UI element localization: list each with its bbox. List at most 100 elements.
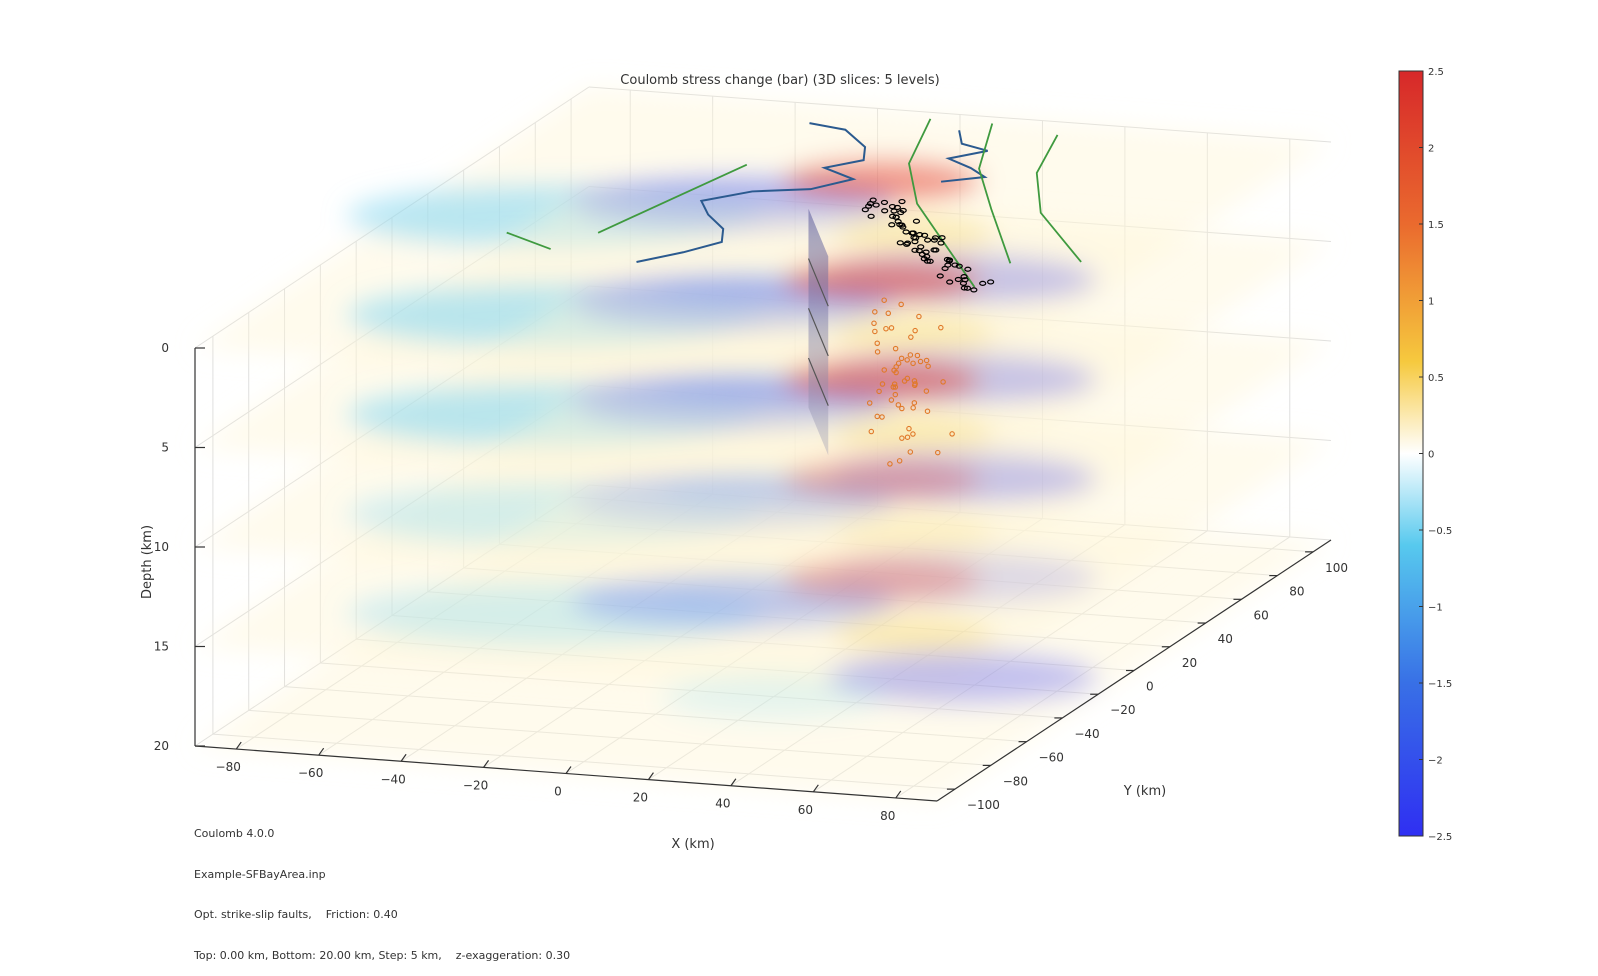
- colorbar-tick-label: 1: [1428, 297, 1434, 308]
- quake-deep: [914, 352, 921, 359]
- quake-deep: [938, 324, 944, 331]
- bay-shoreline: [940, 130, 988, 183]
- x-tick-label: −40: [380, 772, 405, 786]
- quake-shallow: [867, 213, 875, 219]
- quake-deep: [872, 309, 878, 315]
- y-tick-label: −100: [967, 798, 1000, 812]
- x-tick-label: 0: [554, 785, 562, 799]
- z-tick-label: 10: [154, 540, 169, 554]
- quake-deep: [885, 310, 892, 317]
- y-tick-label: 20: [1182, 656, 1197, 670]
- quake-shallow: [912, 235, 920, 241]
- quake-shallow: [979, 280, 987, 286]
- x-tick-label: 40: [715, 797, 730, 811]
- x-tick-mark: [483, 760, 490, 768]
- x-tick-mark: [565, 766, 572, 774]
- quake-deep: [925, 363, 931, 369]
- info-fault-type: Opt. strike-slip faults, Friction: 0.40: [194, 908, 398, 921]
- quake-deep: [904, 375, 911, 382]
- colorbar: 2.5 2 1.5 1 0.5 0 −0.5 −1 −1.5 −2 −2.5: [1398, 67, 1452, 843]
- quake-shallow: [936, 273, 944, 279]
- quake-deep: [892, 345, 899, 352]
- quake-shallow: [951, 262, 959, 268]
- quake-deep: [924, 408, 931, 414]
- quake-deep: [876, 388, 882, 395]
- colorbar-tick-label: −0.5: [1428, 526, 1452, 537]
- x-tick-label: −20: [463, 778, 488, 792]
- y-tick-label: −60: [1039, 751, 1064, 765]
- quake-shallow: [964, 266, 972, 272]
- quake-deep: [917, 358, 924, 365]
- colorbar-tick-label: 2.5: [1428, 67, 1444, 78]
- quake-deep: [888, 397, 895, 403]
- quake-shallow: [861, 207, 869, 213]
- x-tick-mark: [895, 790, 902, 799]
- quake-deep: [892, 384, 899, 390]
- y-tick-label: 100: [1325, 561, 1348, 575]
- quake-shallow: [944, 262, 952, 268]
- colorbar-tick-label: 2: [1428, 144, 1434, 155]
- quake-deep: [907, 449, 914, 455]
- z-tick-label: 0: [161, 341, 169, 355]
- quake-shallow: [946, 279, 954, 285]
- z-tick-label: 5: [161, 441, 169, 455]
- quake-deep: [923, 388, 930, 394]
- info-version: Coulomb 4.0.0: [194, 827, 275, 840]
- quake-deep: [879, 414, 885, 420]
- colorbar-tick-label: −1.5: [1428, 679, 1452, 690]
- quake-deep: [949, 431, 955, 437]
- quake-shallow: [888, 222, 896, 228]
- fault-trace: [978, 123, 1012, 264]
- y-tick-label: 40: [1218, 632, 1233, 646]
- quake-deep: [895, 360, 902, 367]
- fault-plane-contour: [807, 258, 829, 307]
- colorbar-tick-label: −2.5: [1428, 832, 1452, 843]
- quake-deep: [887, 461, 893, 467]
- quake-shallow: [916, 232, 924, 238]
- x-tick-mark: [400, 753, 407, 762]
- quake-deep: [871, 320, 877, 327]
- quake-deep: [895, 402, 902, 408]
- colorbar-tick-label: −2: [1428, 756, 1443, 767]
- slice-band: [783, 556, 982, 602]
- quake-deep: [899, 435, 905, 441]
- y-tick-label: 60: [1253, 608, 1268, 622]
- x-tick-label: −80: [216, 760, 241, 774]
- quake-shallow: [898, 198, 906, 205]
- quake-shallow: [890, 208, 898, 214]
- x-tick-mark: [235, 741, 242, 750]
- quake-deep: [898, 355, 905, 362]
- quake-shallow: [960, 274, 968, 280]
- quake-deep: [916, 313, 922, 320]
- slice-band: [783, 457, 982, 503]
- info-file: Example-SFBayArea.inp: [194, 867, 326, 881]
- slice-band: [827, 650, 1098, 705]
- x-tick-label: 20: [633, 791, 648, 805]
- quake-shallow: [961, 277, 969, 283]
- quake-deep: [866, 400, 873, 406]
- quake-deep: [898, 301, 904, 308]
- quake-shallow: [911, 247, 919, 253]
- quake-deep: [883, 325, 889, 332]
- quake-shallow: [896, 240, 904, 246]
- quake-deep: [912, 381, 918, 387]
- quake-deep: [910, 405, 916, 411]
- quake-deep: [890, 384, 897, 390]
- quake-deep: [891, 381, 898, 387]
- quake-shallow: [987, 279, 995, 285]
- stress-slice-20km: [195, 485, 1331, 801]
- y-tick-label: −80: [1003, 774, 1028, 788]
- quake-shallow: [970, 287, 978, 293]
- quake-deep: [874, 340, 880, 346]
- z-tick-label: 20: [154, 739, 169, 753]
- x-tick-mark: [730, 778, 737, 787]
- colorbar-tick-label: 0.5: [1428, 373, 1444, 384]
- z-tick-label: 15: [154, 640, 169, 654]
- quake-shallow: [903, 240, 912, 246]
- quake-deep: [908, 334, 914, 340]
- quake-shallow: [888, 213, 897, 219]
- y-tick-label: −40: [1074, 727, 1099, 741]
- earthquake-markers: [861, 197, 995, 467]
- quake-deep: [935, 449, 941, 456]
- fault-plane: [807, 208, 829, 456]
